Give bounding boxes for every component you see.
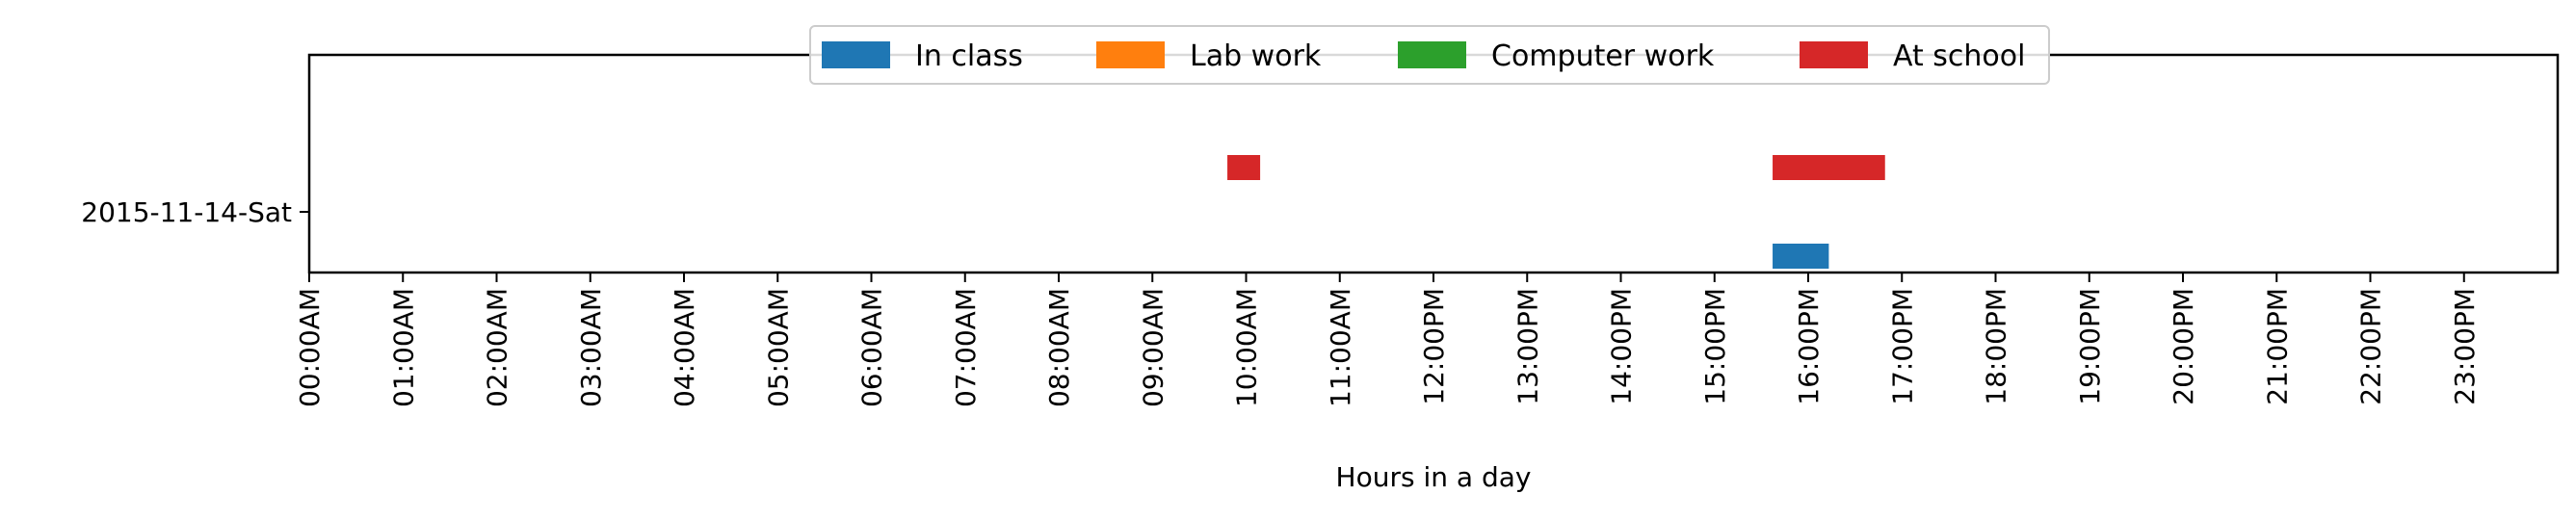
x-tick-label-9: 09:00AM xyxy=(1137,288,1169,407)
x-tick-label-7: 07:00AM xyxy=(950,288,982,407)
x-tick-label-23: 23:00PM xyxy=(2449,288,2481,405)
x-tick-label-16: 16:00PM xyxy=(1793,288,1825,405)
x-tick-label-5: 05:00AM xyxy=(762,288,794,407)
x-axis: 00:00AM 01:00AM 02:00AM 03:00AM 04:00AM 05:00… xyxy=(294,273,2481,407)
x-tick-label-18: 18:00PM xyxy=(1981,288,2012,405)
plot-area xyxy=(309,55,2558,273)
x-tick-label-12: 12:00PM xyxy=(1418,288,1450,405)
x-tick-label-0: 00:00AM xyxy=(294,288,326,407)
x-tick-label-2: 02:00AM xyxy=(482,288,513,407)
x-tick-label-22: 22:00PM xyxy=(2355,288,2387,405)
x-tick-label-10: 10:00AM xyxy=(1231,288,1263,407)
x-tick-label-19: 19:00PM xyxy=(2074,288,2106,405)
x-tick-label-1: 01:00AM xyxy=(387,288,419,407)
x-tick-label-20: 20:00PM xyxy=(2168,288,2199,405)
legend-swatch-lab-work xyxy=(1096,41,1165,68)
bar-in-class-0 xyxy=(1773,244,1829,269)
y-tick-label-0: 2015-11-14-Sat xyxy=(81,196,292,228)
bar-at-school-1 xyxy=(1773,155,1885,180)
y-axis: 2015-11-14-Sat xyxy=(81,196,309,228)
bars-layer xyxy=(1227,155,1885,269)
bar-at-school-0 xyxy=(1227,155,1261,180)
legend-swatch-in-class xyxy=(822,41,890,68)
x-tick-label-21: 21:00PM xyxy=(2261,288,2293,405)
x-tick-label-8: 08:00AM xyxy=(1043,288,1075,407)
x-tick-label-13: 13:00PM xyxy=(1511,288,1543,405)
legend-label-lab-work: Lab work xyxy=(1190,39,1322,73)
legend-swatch-computer-work xyxy=(1398,41,1466,68)
x-tick-label-17: 17:00PM xyxy=(1886,288,1918,405)
x-tick-label-14: 14:00PM xyxy=(1606,288,1638,405)
legend-label-in-class: In class xyxy=(915,39,1023,73)
x-tick-label-4: 04:00AM xyxy=(669,288,700,407)
legend: In class Lab work Computer work At school xyxy=(809,25,2050,85)
x-tick-label-15: 15:00PM xyxy=(1699,288,1731,405)
x-tick-label-3: 03:00AM xyxy=(575,288,607,407)
x-tick-label-11: 11:00AM xyxy=(1325,288,1356,407)
legend-label-computer-work: Computer work xyxy=(1491,39,1715,73)
x-tick-label-6: 06:00AM xyxy=(856,288,888,407)
legend-swatch-at-school xyxy=(1800,41,1868,68)
legend-label-at-school: At school xyxy=(1893,39,2025,73)
x-axis-title: Hours in a day xyxy=(1336,461,1532,493)
